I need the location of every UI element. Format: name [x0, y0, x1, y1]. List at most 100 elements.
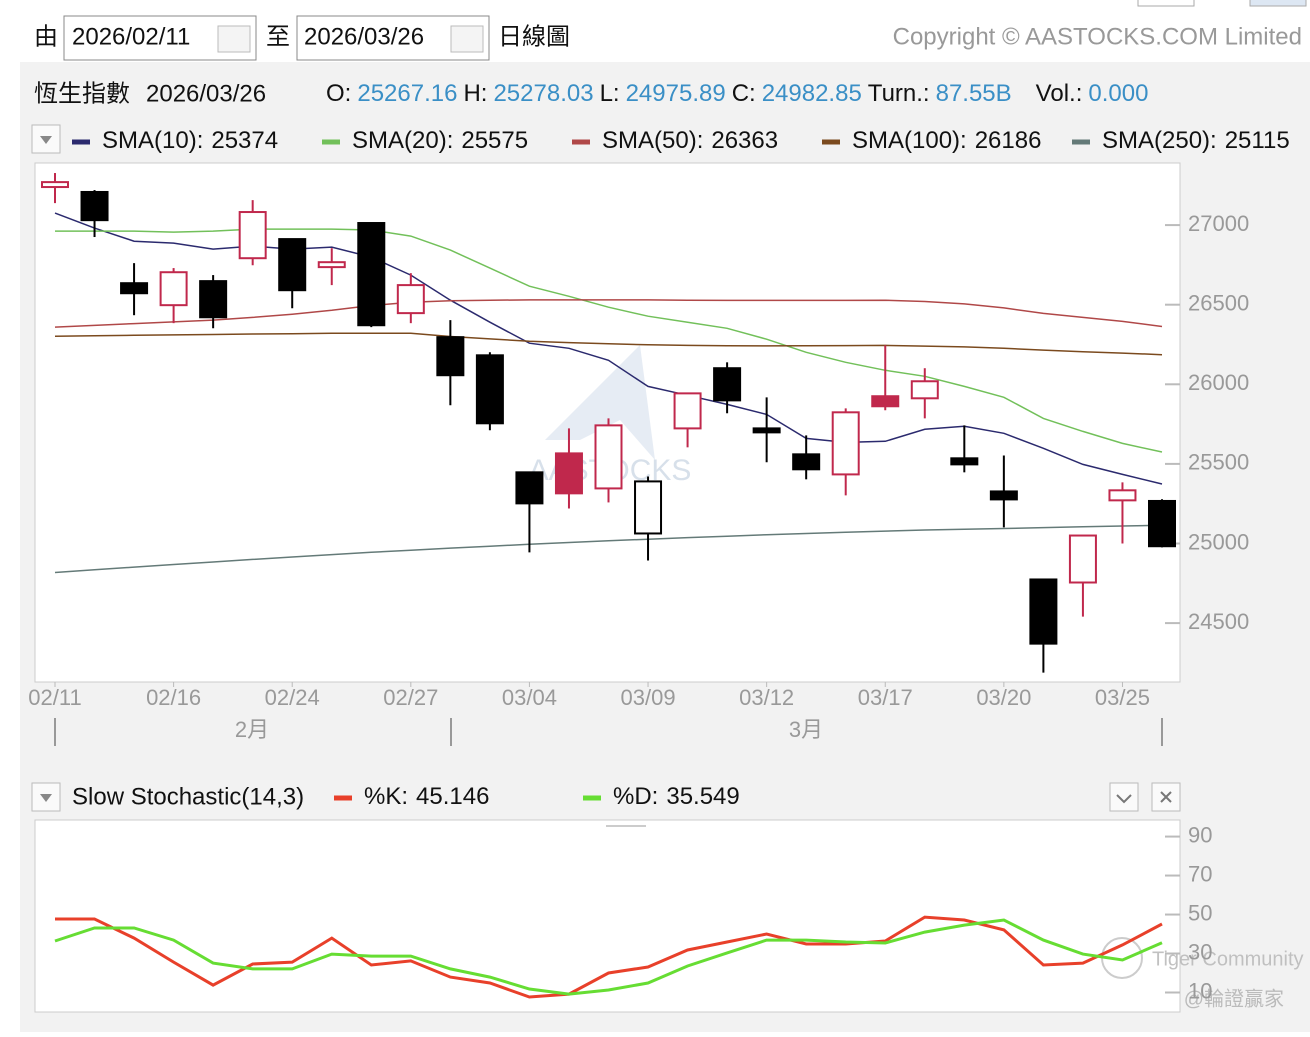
top-button[interactable]: [1249, 0, 1307, 7]
legend-name: SMA(250):: [1102, 127, 1217, 154]
x-tick-label: 03/12: [739, 685, 794, 710]
candle-body: [910, 380, 939, 400]
label: C:: [732, 80, 756, 107]
legend-entry: SMA(250): 25115: [1102, 127, 1290, 154]
month-label: 3月: [789, 717, 823, 742]
x-tick-label: 03/17: [858, 685, 913, 710]
candle-body: [554, 452, 583, 495]
candle-body: [238, 211, 267, 260]
candle-body: [515, 471, 544, 505]
legend-entry: SMA(100): 26186: [852, 127, 1041, 154]
legend-value: 25575: [461, 127, 528, 154]
candle-body: [950, 457, 979, 466]
candle-body: [159, 271, 188, 307]
stochastic-plot: [34, 819, 1181, 1013]
x-tick-label: 03/04: [502, 685, 557, 710]
value: 0.000: [1088, 80, 1148, 107]
y-tick-label: 25000: [1188, 529, 1249, 554]
y-tick-label: 90: [1188, 822, 1212, 847]
copyright: Copyright © AASTOCKS.COM Limited: [893, 23, 1302, 50]
sma-line: [54, 299, 1163, 328]
legend-value: 45.146: [416, 783, 489, 810]
legend-name: SMA(50):: [602, 127, 703, 154]
period: 日線圖: [498, 23, 570, 50]
legend-value: 26363: [711, 127, 778, 154]
legend-name: %K:: [364, 783, 408, 810]
legend-entry: SMA(10): 25374: [102, 127, 278, 154]
dropdown-arrow: [40, 136, 52, 144]
legend-value: 25115: [1225, 127, 1290, 154]
close-icon: [1160, 791, 1172, 803]
indicator-line: [54, 918, 1163, 996]
quote-date: 2026/03/26: [146, 80, 266, 107]
candle-body: [80, 190, 109, 222]
value: 87.55B: [936, 80, 1012, 107]
to-date: 2026/03/26: [304, 23, 424, 50]
from-date: 2026/02/11: [72, 23, 190, 50]
candle-body: [634, 480, 663, 535]
watermark: @輪證贏家: [1184, 987, 1284, 1010]
from-label: 由: [34, 23, 58, 50]
collapse-icon: [1116, 794, 1132, 804]
ohlc-row: O: 25267.16 H: 25278.03 L: 24975.89 C: 24982.85…: [326, 80, 1148, 107]
legend-name: SMA(20):: [352, 127, 453, 154]
legend-name: %D:: [613, 783, 658, 810]
candle-body: [357, 222, 386, 327]
candle-body: [120, 282, 149, 295]
candle-body: [475, 354, 504, 425]
indicator-title: Slow Stochastic(14,3): [72, 783, 304, 810]
y-tick-label: 24500: [1188, 609, 1249, 634]
y-tick-label: 26500: [1188, 291, 1249, 316]
y-tick-label: 70: [1188, 861, 1212, 886]
y-tick-label: 27000: [1188, 211, 1249, 236]
sma-line: [54, 332, 1163, 356]
top-button[interactable]: [1137, 0, 1195, 7]
calendar-icon[interactable]: [450, 25, 484, 53]
candle-body: [278, 238, 307, 292]
x-tick-label: 02/24: [265, 685, 320, 710]
label: O:: [326, 80, 351, 107]
month-label: 2月: [235, 717, 269, 742]
candle-body: [436, 336, 465, 377]
label: L:: [600, 80, 620, 107]
x-tick-label: 03/20: [976, 685, 1031, 710]
to-label: 至: [266, 23, 290, 50]
y-tick-label: 10: [1188, 978, 1212, 1003]
label: Vol.:: [1036, 80, 1083, 107]
candle-body: [317, 261, 346, 269]
candle-body: [396, 284, 425, 315]
x-tick-label: 02/16: [146, 685, 201, 710]
dropdown-arrow: [40, 794, 52, 802]
y-tick-label: 26000: [1188, 370, 1249, 395]
candle-body: [752, 427, 781, 434]
candle-body: [871, 395, 900, 408]
legend-entry: SMA(20): 25575: [352, 127, 528, 154]
legend-value: 25374: [211, 127, 278, 154]
x-tick-label: 03/25: [1095, 685, 1150, 710]
candle-body: [199, 280, 228, 319]
x-tick-label: 03/09: [621, 685, 676, 710]
value: 25278.03: [493, 80, 593, 107]
x-tick-label: 02/27: [383, 685, 438, 710]
y-tick-label: 50: [1188, 900, 1212, 925]
value: 24975.89: [626, 80, 726, 107]
legend-name: SMA(100):: [852, 127, 967, 154]
calendar-icon[interactable]: [217, 25, 251, 53]
collapse-button[interactable]: [1109, 782, 1139, 812]
value: 25267.16: [357, 80, 457, 107]
y-tick-label: 25500: [1188, 450, 1249, 475]
legend-value: 26186: [975, 127, 1042, 154]
sma-line: [54, 524, 1163, 574]
y-tick-label: 30: [1188, 939, 1212, 964]
value: 24982.85: [762, 80, 862, 107]
candle-body: [792, 453, 821, 471]
candle-body: [41, 181, 69, 189]
candle-body: [713, 367, 742, 402]
legend-entry: SMA(50): 26363: [602, 127, 778, 154]
label: H:: [463, 80, 487, 107]
candle-body: [1108, 489, 1137, 502]
watermark: Tiger Community: [1152, 948, 1304, 970]
candle-body: [1148, 499, 1176, 548]
